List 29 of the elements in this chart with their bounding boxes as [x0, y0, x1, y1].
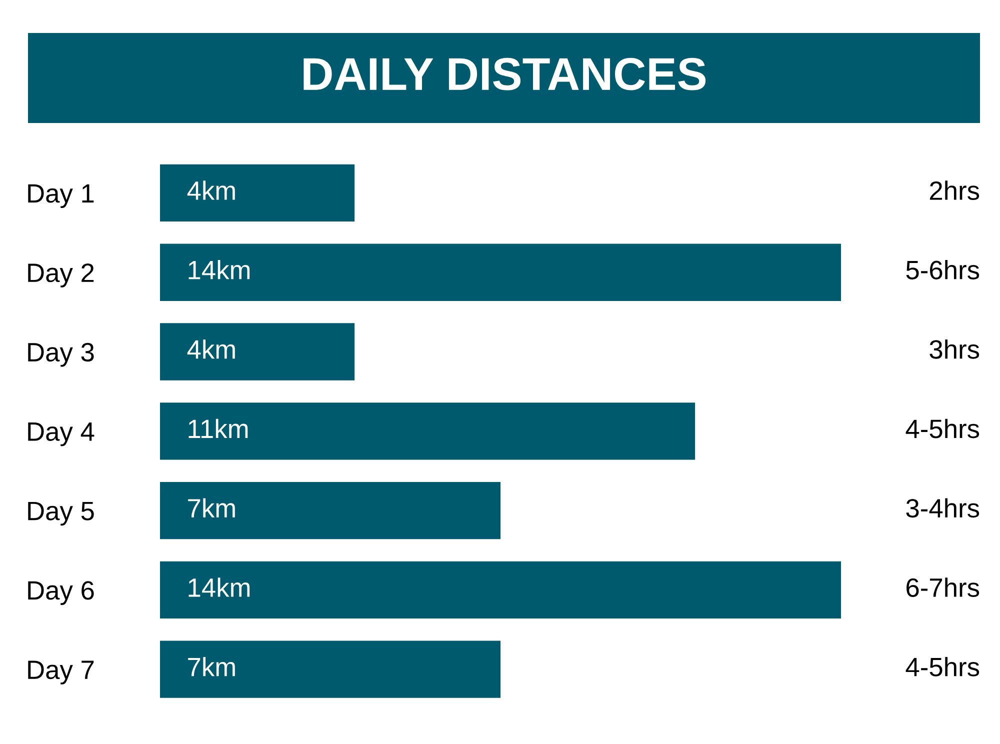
text: 4-5hrs [906, 657, 980, 676]
data-label: 14km [188, 578, 250, 597]
bar [160, 561, 841, 619]
data-label: 14km [188, 260, 250, 280]
y-tick-label: Day 3 [28, 342, 94, 367]
y-tick-label: Day 7 [28, 660, 94, 684]
text: 6-7hrs [906, 578, 980, 598]
y-tick-label: Day 6 [28, 581, 94, 605]
data-label: 4km [187, 180, 235, 200]
text: 3hrs [930, 339, 980, 359]
text: 2hrs [930, 180, 980, 200]
bar [160, 244, 841, 301]
text: 3-4hrs [906, 498, 980, 518]
y-tick-label: Day 1 [28, 184, 94, 208]
data-label: 7km [188, 498, 235, 518]
data-label: 4km [187, 339, 235, 359]
text: 4-5hrs [906, 418, 980, 438]
data-label: 11km [188, 418, 248, 438]
data-label: 7km [188, 657, 235, 676]
chart-title: DAILY DISTANCES [304, 58, 706, 90]
y-tick-label: Day 5 [28, 502, 94, 526]
y-tick-label: Day 4 [28, 422, 94, 446]
bar [160, 323, 355, 380]
y-tick-label: Day 2 [28, 263, 94, 288]
bar [160, 482, 500, 540]
bar [160, 640, 500, 698]
text: 5-6hrs [906, 260, 980, 280]
bar [160, 164, 355, 222]
bar [160, 402, 696, 460]
